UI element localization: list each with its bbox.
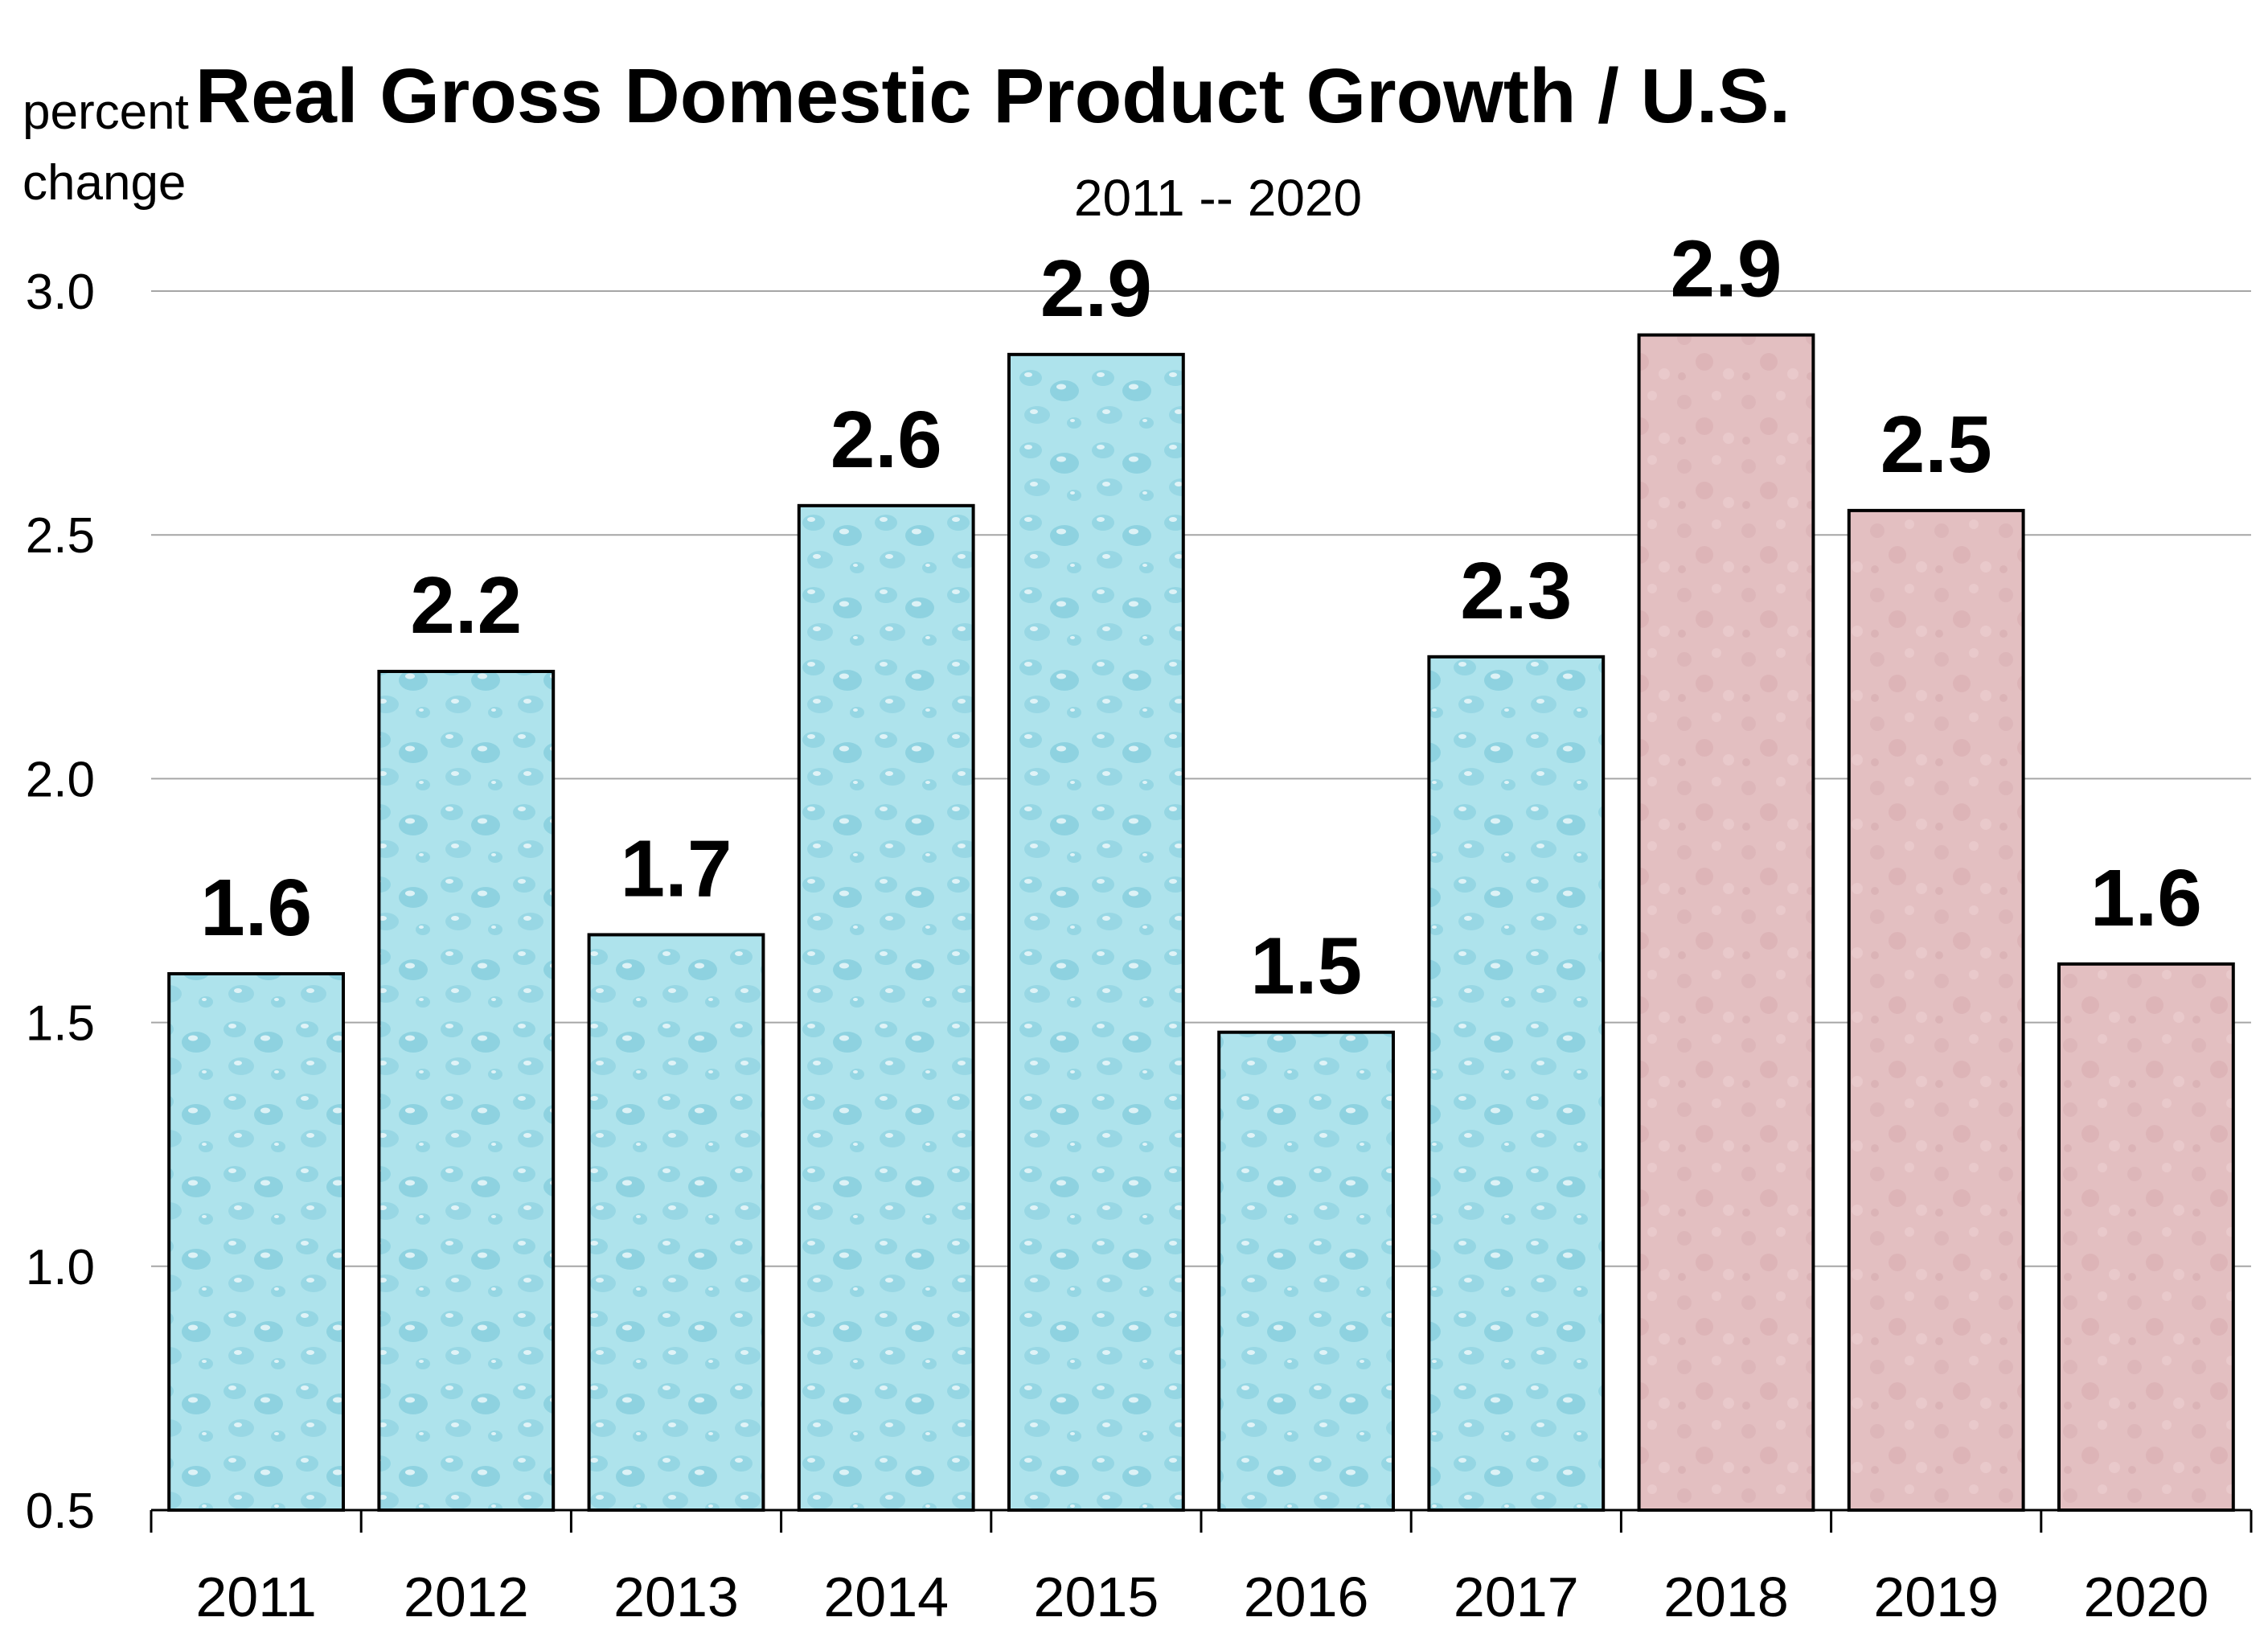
data-label: 1.5 [1250,922,1362,1012]
x-tick-label: 2014 [823,1566,949,1628]
data-label: 1.6 [2090,853,2202,943]
data-label: 2.9 [1040,244,1152,334]
y-tick-label: 1.0 [26,1240,95,1295]
x-tick-label: 2016 [1244,1566,1369,1628]
bar [1427,655,1606,1512]
data-labels: 1.6 2.2 1.7 2.6 2.9 1.5 2.3 2.9 2.5 1.6 [200,224,2202,1012]
data-label: 2.3 [1460,546,1572,636]
data-label: 2.9 [1670,224,1782,314]
x-tick-label: 2013 [613,1566,739,1628]
x-axis-tick-labels: 2011 2012 2013 2014 2015 2016 2017 2018 2019 2020 [195,1566,2209,1628]
bar [797,503,975,1512]
x-tick-label: 2017 [1454,1566,1579,1628]
bar [1217,1030,1395,1512]
data-label: 1.6 [200,863,312,953]
y-tick-label: 1.5 [26,996,95,1052]
x-tick-label: 2019 [1873,1566,1999,1628]
y-tick-label: 0.5 [26,1484,95,1539]
bars [167,333,2235,1513]
bar [167,971,345,1512]
chart-title: Real Gross Domestic Product Growth / U.S… [195,53,1790,139]
y-tick-label: 3.0 [26,265,95,320]
data-label: 2.6 [831,395,942,485]
bar [377,669,556,1513]
y-axis-ticks: 0.5 1.0 1.5 2.0 2.5 3.0 [26,265,95,1539]
chart-subtitle: 2011 -- 2020 [1074,169,1362,227]
x-tick-label: 2012 [404,1566,529,1628]
x-tick-label: 2018 [1663,1566,1789,1628]
bar [2057,962,2235,1513]
data-label: 1.7 [620,823,732,913]
data-label: 2.2 [410,560,522,651]
bar [1637,333,1815,1512]
x-tick-label: 2020 [2084,1566,2209,1628]
y-tick-label: 2.5 [26,508,95,564]
bar [587,933,765,1512]
bar [1847,508,2025,1512]
bar [1007,352,1185,1512]
x-tick-label: 2011 [195,1566,317,1628]
y-axis-label-line-2: change [23,155,186,211]
data-label: 2.5 [1880,400,1992,490]
x-tick-label: 2015 [1034,1566,1159,1628]
y-axis-label-line-1: percent [23,84,189,140]
x-axis [150,1508,2253,1533]
y-tick-label: 2.0 [26,752,95,807]
